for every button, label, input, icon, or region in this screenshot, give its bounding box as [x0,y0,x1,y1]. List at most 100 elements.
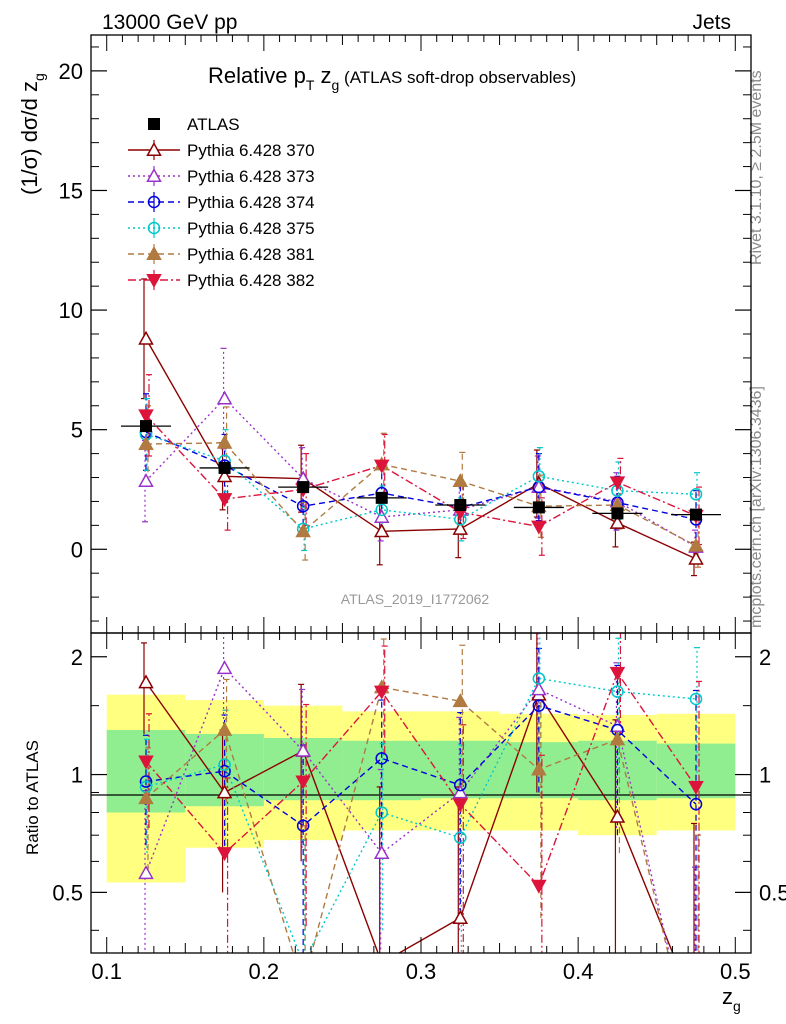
ratio-series-line [145,686,669,953]
main-series-marker [373,459,390,474]
ratio-series-marker [689,692,703,706]
main-series-marker [373,508,390,523]
ratio-series-marker [138,755,154,770]
ratio-panel: 0.5 0.5 1 1 2 2 0.1 0.2 0.3 0.4 0.5 Ratio to ATLA… [23,632,786,1014]
ratio-uncertainty-bands [106,694,736,883]
main-series-marker [138,330,154,345]
main-series-marker [373,523,390,538]
main-x-ticks [106,35,736,633]
main-series-marker [532,470,546,483]
legend-marker [146,167,162,182]
main-ytick-label: 10 [59,298,83,323]
title-sub: T [306,77,315,93]
main-series-marker [609,514,626,529]
ratio-series-marker [689,797,703,811]
ratio-series-marker [216,721,233,736]
main-series-marker [688,537,704,552]
ratio-band-green [342,740,421,801]
ratio-xlabel-text: z [722,984,733,1009]
analysis-watermark: ATLAS_2019_I1772062 [341,591,490,607]
title-suffix: (ATLAS soft-drop observables) [339,68,576,87]
legend-series-label: Pythia 6.428 382 [187,271,315,290]
main-series-line [145,433,697,530]
ratio-series-marker [373,685,390,700]
legend-series-label: Pythia 6.428 375 [187,219,315,238]
main-series-lines [145,338,697,560]
ratio-series-marker [216,847,233,862]
main-series-marker [452,473,469,488]
atlas-data-marker [297,481,310,494]
ratio-series-marker [452,693,469,708]
ratio-ytick-label-right: 2 [759,645,771,670]
main-series-line [145,397,697,548]
header-left-text: 13000 GeV pp [102,11,237,34]
main-series-marker [216,434,233,449]
ratio-markers [138,660,704,924]
ratio-xlabel-sub: g [733,998,741,1014]
ratio-series-marker [531,681,547,696]
ratio-ytick-label: 0.5 [52,880,83,905]
ratio-series-line [145,671,697,888]
main-series-marker [689,487,703,501]
ratio-series-line [145,677,697,953]
main-ylabel: (1/σ) dσ/d zg [17,73,47,195]
ratio-series-marker [375,752,388,765]
atlas-data-marker [532,501,545,514]
main-series-marker [296,499,310,513]
main-ytick-label: 15 [59,178,83,203]
title-var: z [314,63,331,88]
main-series-line [145,414,697,528]
atlas-data-marker [690,508,702,521]
main-ytick-label: 5 [71,418,83,443]
legend-series-label: Pythia 6.428 373 [187,167,315,186]
ratio-series-marker [688,780,704,795]
ratio-series-marker [452,798,469,813]
main-ylabel-text: (1/σ) dσ/d z [17,81,42,195]
ratio-series-line [145,704,697,827]
main-ylabel-sub: g [31,73,47,81]
ratio-series-marker [532,672,546,685]
legend-marker [147,195,161,209]
main-series-line [145,442,697,547]
ratio-series-marker [609,731,626,746]
legend: ATLAS Pythia 6.428 370 Pythia 6.428 373 Pyt… [128,115,315,290]
ratio-series-marker [609,808,626,823]
legend-marker [146,245,162,260]
legend-marker [147,221,161,235]
main-series-marker [216,468,233,483]
ratio-series-marker [296,819,310,833]
ratio-series-marker [454,831,467,844]
ratio-series-marker [373,845,390,860]
ratio-xtick-label: 0.5 [720,959,751,984]
atlas-data-marker [375,491,388,504]
ratio-series-marker [531,761,547,776]
main-title: Relative pT zg (ATLAS soft-drop observab… [208,63,576,93]
ratio-series-marker [452,784,469,799]
ratio-series-marker [454,778,467,792]
legend-series-label: Pythia 6.428 381 [187,245,315,264]
ratio-ytick-label: 1 [71,763,83,788]
title-main: Relative p [208,63,306,88]
main-series-marker [216,493,233,508]
title-var-sub: g [332,77,340,93]
legend-series-label: Pythia 6.428 370 [187,141,315,160]
legend-atlas-marker [148,118,160,130]
main-series-marker [295,523,311,538]
mcplots-label: mcplots.cern.ch [arXiv:1306.3436] [748,386,765,628]
main-ytick-label: 0 [71,537,83,562]
main-series-marker [138,435,154,450]
atlas-data-marker [611,507,624,520]
ratio-series-marker [452,909,469,924]
ratio-series-marker [138,674,154,689]
ratio-ylabel: Ratio to ATLAS [23,740,42,855]
legend-series-label: Pythia 6.428 374 [187,193,315,212]
rivet-label: Rivet 3.1.10, ≥ 2.5M events [748,70,765,265]
main-error-bars [141,278,702,577]
main-series-marker [138,409,154,424]
main-y-axis: 0 5 10 15 20 [59,46,751,622]
ratio-series-marker [611,685,624,698]
main-series-marker [138,473,154,488]
header-right-text: Jets [692,11,731,34]
ratio-xtick-label: 0.3 [406,959,437,984]
